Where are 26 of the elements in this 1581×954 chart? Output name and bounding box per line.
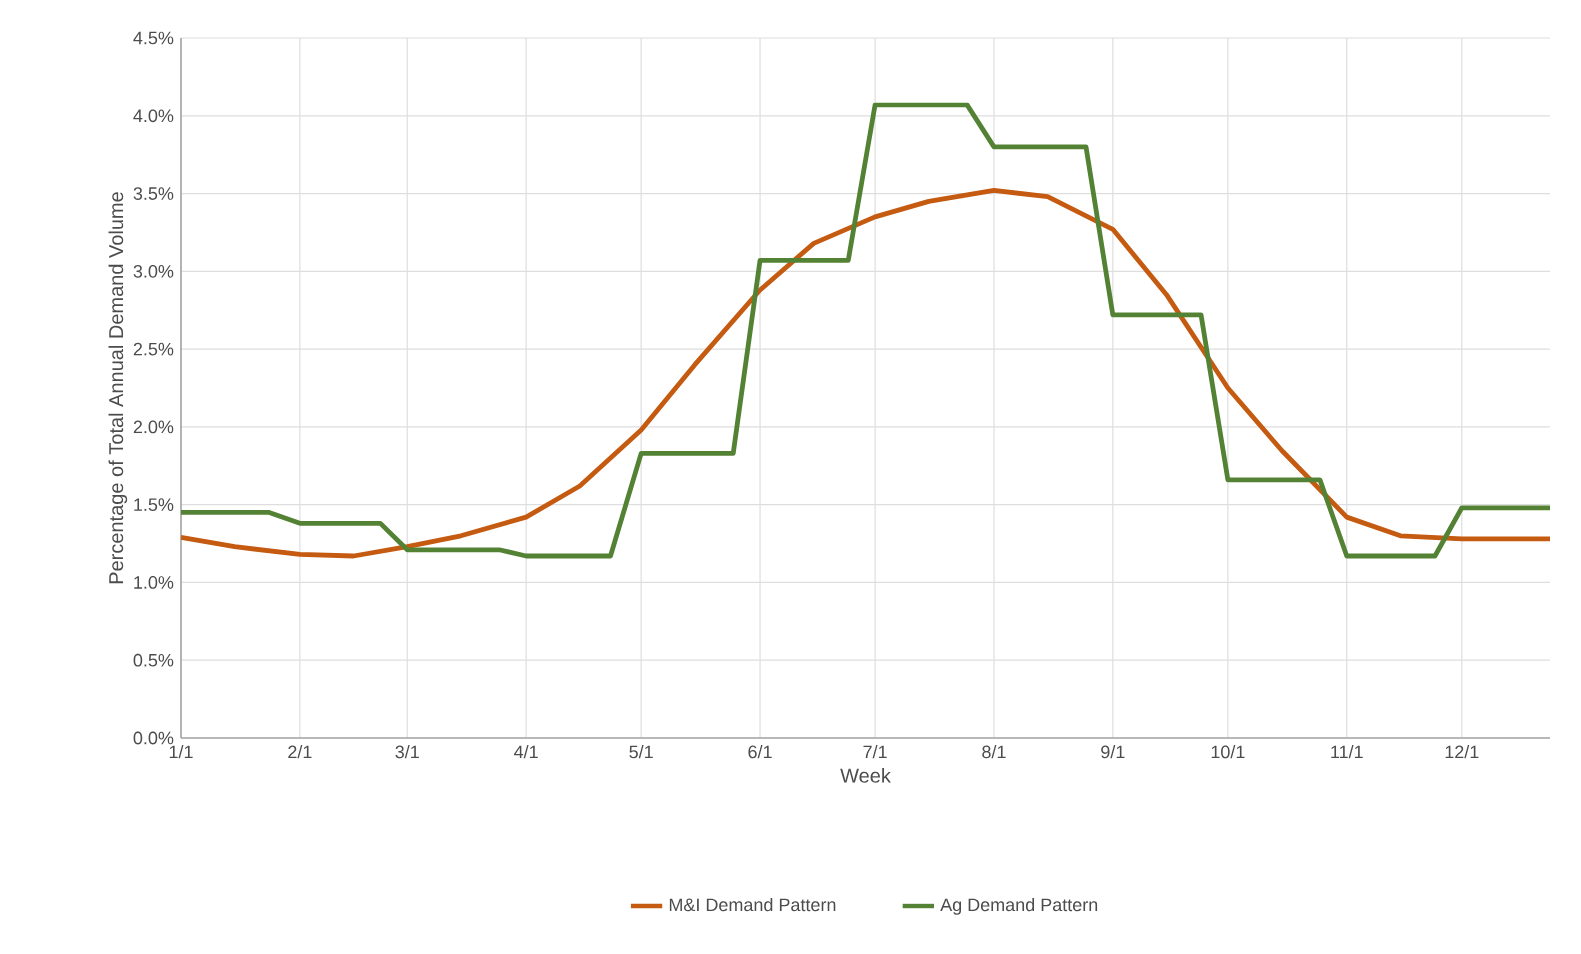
y-axis-title: Percentage of Total Annual Demand Volume — [108, 192, 128, 584]
y-tick-label: 2.5% — [133, 342, 174, 356]
y-tick-label: 4.0% — [133, 109, 174, 123]
x-tick-label: 1/1 — [169, 745, 193, 759]
x-tick-label: 2/1 — [288, 745, 312, 759]
y-tick-label: 0.5% — [133, 653, 174, 667]
legend-label: M&I Demand Pattern — [669, 897, 836, 912]
x-tick-label: 11/1 — [1331, 745, 1363, 759]
y-tick-label: 4.5% — [133, 31, 174, 45]
y-tick-label: 1.5% — [134, 498, 174, 512]
x-tick-label: 6/1 — [748, 745, 772, 759]
y-tick-label: 0.0% — [133, 731, 174, 745]
x-tick-label: 9/1 — [1101, 745, 1125, 759]
x-tick-label: 3/1 — [395, 745, 419, 759]
x-tick-label: 7/1 — [863, 745, 887, 759]
x-tick-label: 5/1 — [629, 745, 653, 759]
x-axis-title: Week — [840, 768, 891, 783]
x-tick-label: 12/1 — [1445, 745, 1479, 759]
legend-label: Ag Demand Pattern — [940, 897, 1098, 915]
x-tick-label: 8/1 — [982, 745, 1006, 759]
y-tick-label: 3.0% — [133, 264, 174, 278]
y-tick-label: 3.5% — [133, 187, 174, 200]
x-tick-label: 4/1 — [514, 745, 538, 759]
x-tick-label: 10/1 — [1211, 745, 1245, 759]
y-tick-label: 2.0% — [133, 420, 174, 434]
y-tick-label: 1.0% — [134, 576, 174, 589]
